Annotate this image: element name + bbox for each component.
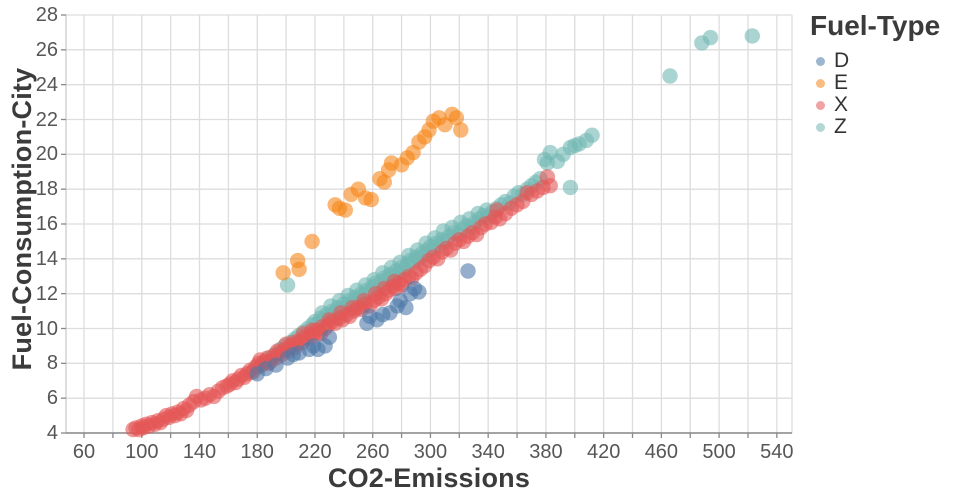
point-E [363, 191, 379, 208]
x-tick-label: 540 [760, 441, 794, 463]
y-tick-label: 26 [35, 38, 58, 61]
x-tick-label: 300 [413, 441, 448, 463]
x-tick-label: 180 [240, 441, 274, 463]
legend-swatch-icon [816, 100, 825, 110]
x-tick-label: 380 [529, 441, 563, 463]
point-E [453, 122, 469, 138]
point-X [321, 312, 338, 328]
legend-label: Z [834, 115, 847, 138]
legend-item-X: X [810, 93, 958, 116]
point-E [304, 233, 320, 250]
x-tick-label: 420 [586, 441, 621, 463]
y-tick-label: 22 [35, 108, 58, 131]
legend-item-E: E [810, 71, 958, 94]
point-Z [744, 28, 760, 44]
point-E [448, 110, 465, 126]
y-tick-label: 4 [46, 422, 58, 444]
point-X [333, 305, 349, 321]
legend-label: X [834, 93, 849, 116]
point-Z [279, 277, 296, 293]
y-tick-label: 18 [35, 178, 58, 201]
y-axis-title: Fuel-Consumption-City [7, 67, 37, 371]
point-E [275, 265, 291, 281]
point-X [356, 292, 372, 309]
legend-item-Z: Z [810, 115, 958, 138]
x-tick-label: 460 [644, 441, 679, 463]
x-tick-label: 500 [702, 441, 736, 463]
y-tick-label: 12 [35, 282, 58, 305]
point-X [344, 299, 361, 316]
point-Z [562, 179, 579, 196]
x-axis-title: CO2-Emissions [327, 463, 531, 493]
point-D [268, 357, 284, 373]
point-D [321, 329, 338, 345]
y-tick-label: 6 [46, 387, 58, 410]
y-tick-label: 28 [35, 4, 58, 26]
y-tick-label: 20 [35, 143, 58, 166]
point-Z [702, 29, 719, 46]
point-D [398, 299, 414, 316]
point-X [542, 178, 558, 194]
point-X [386, 273, 403, 290]
point-Z [662, 68, 678, 84]
y-tick-label: 8 [46, 352, 58, 375]
legend-label: D [834, 49, 850, 72]
point-E [337, 202, 353, 218]
legend-title: Fuel-Type [810, 10, 941, 41]
y-tick-label: 14 [35, 247, 58, 270]
legend-swatch-icon [816, 56, 825, 66]
point-D [411, 284, 427, 300]
legend-label: E [834, 71, 849, 94]
legend-swatch-icon [816, 122, 825, 132]
legend-item-D: D [810, 49, 958, 72]
x-tick-label: 220 [298, 441, 332, 463]
legend-swatch-icon [816, 78, 825, 88]
y-tick-label: 16 [35, 213, 58, 235]
point-Z [584, 127, 600, 143]
point-D [460, 263, 476, 279]
y-tick-label: 24 [35, 73, 58, 96]
point-E [376, 174, 392, 190]
x-tick-label: 260 [356, 441, 390, 463]
x-tick-label: 100 [125, 441, 159, 463]
point-E [291, 261, 307, 277]
y-tick-label: 10 [35, 317, 58, 340]
x-tick-label: 60 [72, 441, 96, 463]
x-tick-label: 340 [471, 441, 505, 463]
x-tick-label: 140 [182, 441, 217, 463]
